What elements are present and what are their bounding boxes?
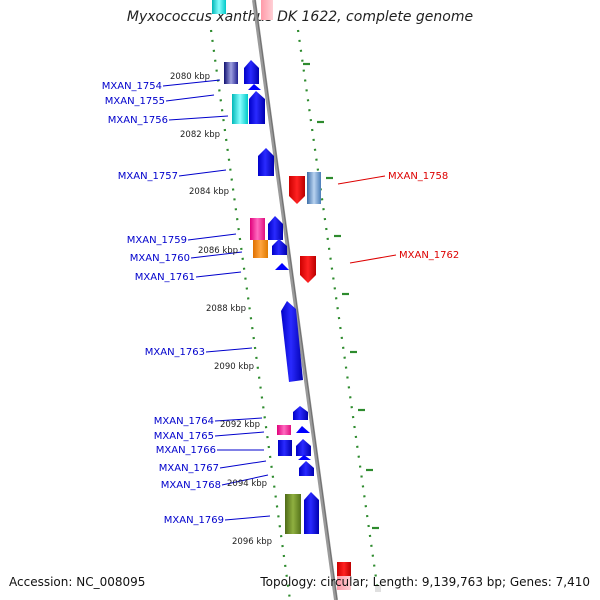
kbp-tick-label: 2088 kbp — [206, 304, 246, 314]
gene-bottom-pink[interactable] — [337, 576, 351, 590]
gene-mxan-1760-orange[interactable] — [253, 240, 268, 258]
genome-summary-text: Topology: circular; Length: 9,139,763 bp… — [260, 575, 590, 589]
gene-mxan-1763-arrow[interactable] — [281, 301, 303, 382]
left-leader-lines — [162, 79, 271, 521]
kbp-tick-label: 2084 kbp — [189, 187, 229, 197]
kbp-tick-label: 2092 kbp — [220, 420, 260, 430]
gene-top-pink[interactable] — [261, 0, 273, 20]
gene-mxan-1754-navy[interactable] — [224, 62, 238, 84]
gene-mxan-1764-arrow-b[interactable] — [293, 406, 308, 420]
gene-mxan-1764-magenta[interactable] — [277, 425, 291, 435]
gene-mxan-1761-arrow[interactable] — [275, 263, 289, 270]
gene-mxan-1768-arrow[interactable] — [299, 461, 314, 476]
kbp-tick-label: 2082 kbp — [180, 130, 220, 140]
gene-small-arrow-a[interactable] — [248, 84, 261, 90]
kbp-tick-label: 2086 kbp — [198, 246, 238, 256]
gene-mxan-1759-magenta[interactable] — [250, 218, 265, 240]
accession-text: Accession: NC_008095 — [9, 575, 146, 589]
gene-label-mxan-1768[interactable]: MXAN_1768 — [161, 480, 221, 491]
right-track-dashes — [303, 62, 379, 530]
gene-label-mxan-1759[interactable]: MXAN_1759 — [127, 235, 187, 246]
gene-mxan-1754-arrow[interactable] — [244, 60, 259, 84]
gene-label-mxan-1760[interactable]: MXAN_1760 — [130, 253, 190, 264]
gene-mxan-1766-arrow[interactable] — [296, 439, 311, 456]
gene-label-mxan-1754[interactable]: MXAN_1754 — [102, 81, 162, 92]
gene-mxan-1767-arrow[interactable] — [298, 455, 311, 460]
gene-mxan-1769-olive[interactable] — [285, 494, 301, 534]
gene-mxan-1762-arrow[interactable] — [300, 256, 316, 283]
gene-label-mxan-1756[interactable]: MXAN_1756 — [108, 115, 168, 126]
gene-mxan-1756-cyan[interactable] — [232, 94, 248, 124]
gene-label-mxan-1765[interactable]: MXAN_1765 — [154, 431, 214, 442]
kbp-tick-label: 2080 kbp — [170, 72, 210, 82]
gene-mxan-1769-arrow[interactable] — [304, 492, 319, 534]
gene-label-mxan-1769[interactable]: MXAN_1769 — [164, 515, 224, 526]
gene-top-cyan[interactable] — [212, 0, 226, 14]
gene-label-mxan-1767[interactable]: MXAN_1767 — [159, 463, 219, 474]
gene-mxan-1759-arrow[interactable] — [268, 216, 283, 240]
gene-mxan-1766-block[interactable] — [278, 440, 292, 456]
gene-mxan-1758-steel[interactable] — [307, 172, 321, 204]
gene-label-mxan-1761[interactable]: MXAN_1761 — [135, 272, 195, 283]
gene-bottom-red[interactable] — [337, 562, 351, 576]
kbp-tick-label: 2094 kbp — [227, 479, 267, 489]
genome-backbone — [252, 0, 338, 600]
gene-mxan-1758-arrow[interactable] — [289, 176, 305, 204]
kbp-tick-label: 2096 kbp — [232, 537, 272, 547]
kbp-tick-label: 2090 kbp — [214, 362, 254, 372]
gene-mxan-1760-arrow[interactable] — [272, 239, 287, 255]
gene-label-mxan-1763[interactable]: MXAN_1763 — [145, 347, 205, 358]
gene-label-mxan-1764[interactable]: MXAN_1764 — [154, 416, 214, 427]
gene-label-mxan-1757[interactable]: MXAN_1757 — [118, 171, 178, 182]
gene-label-mxan-1755[interactable]: MXAN_1755 — [105, 96, 165, 107]
gene-mxan-1757-arrow[interactable] — [258, 148, 274, 176]
gene-bottom-right-sliver[interactable] — [375, 586, 381, 592]
gene-mxan-1755-arrow[interactable] — [249, 91, 265, 124]
gene-mxan-1765-arrow[interactable] — [296, 426, 310, 433]
genome-backbone-shade — [254, 0, 338, 600]
right-leader-lines — [337, 175, 397, 264]
gene-label-mxan-1758[interactable]: MXAN_1758 — [388, 171, 448, 182]
gene-label-mxan-1766[interactable]: MXAN_1766 — [156, 445, 216, 456]
gene-label-mxan-1762[interactable]: MXAN_1762 — [399, 250, 459, 261]
